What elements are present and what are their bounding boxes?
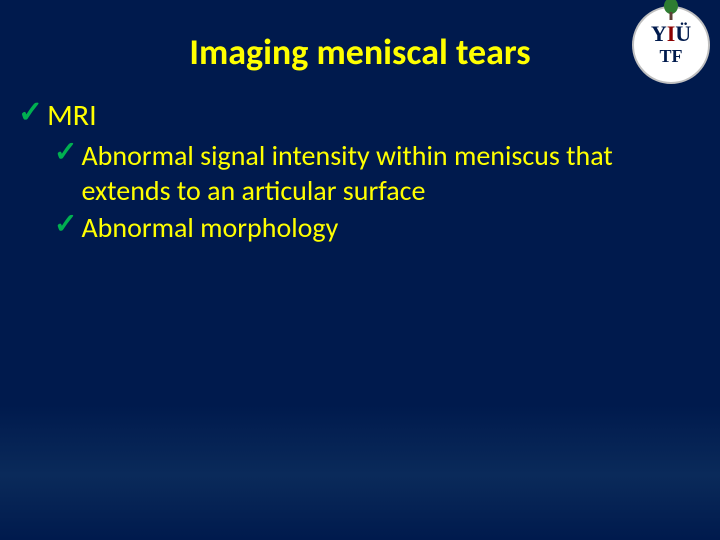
- bullet-l1-text: MRI: [47, 98, 97, 134]
- check-icon: ✓: [18, 98, 43, 128]
- bullet-l2-text: Abnormal morphology: [81, 210, 338, 245]
- university-logo: YIÜ TF: [632, 6, 710, 84]
- bullet-l1: ✓ MRI: [18, 98, 702, 134]
- check-icon: ✓: [54, 138, 77, 166]
- slide-content: ✓ MRI ✓ Abnormal signal intensity within…: [18, 98, 702, 247]
- logo-text: YIÜ TF: [651, 24, 691, 66]
- bullet-l2: ✓ Abnormal morphology: [54, 210, 702, 245]
- slide-title: Imaging meniscal tears: [0, 30, 720, 74]
- tree-icon: [662, 0, 680, 20]
- bullet-l2: ✓ Abnormal signal intensity within menis…: [54, 138, 702, 208]
- check-icon: ✓: [54, 210, 77, 238]
- bullet-l2-text: Abnormal signal intensity within meniscu…: [81, 138, 702, 208]
